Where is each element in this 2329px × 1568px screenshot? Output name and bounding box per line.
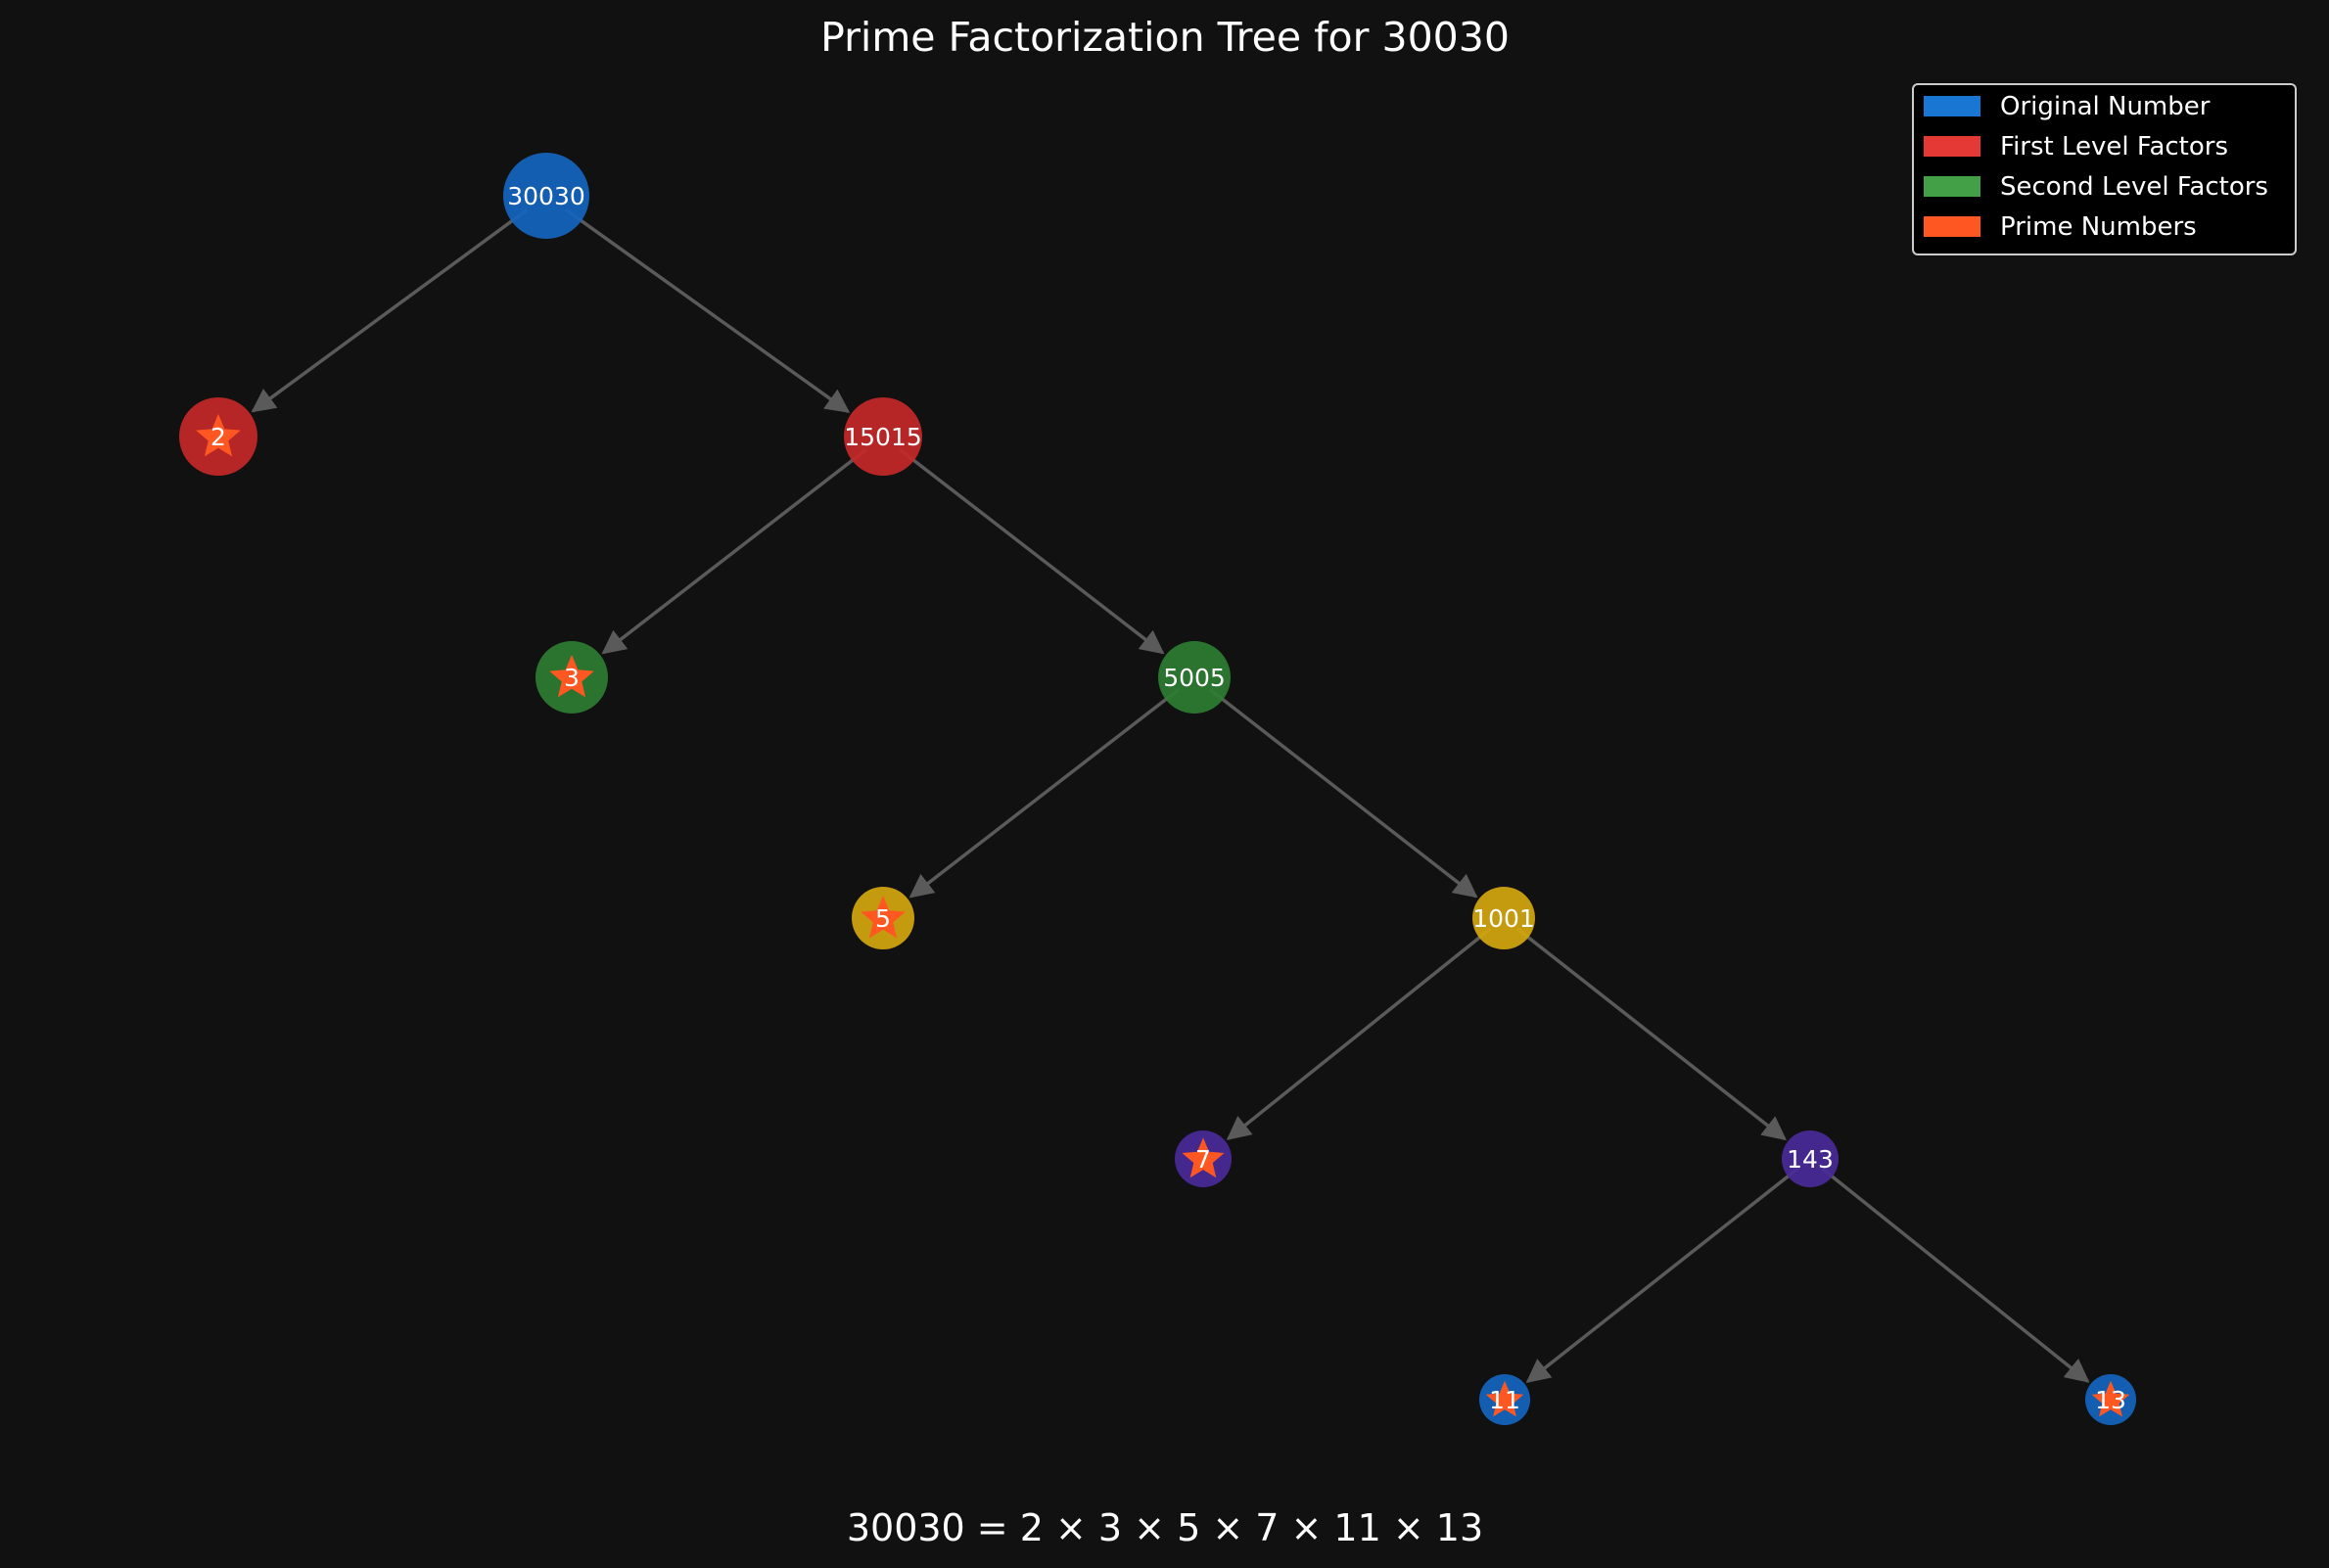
prime-star-icon [1485,1380,1524,1417]
node-label: 7 [1195,1145,1211,1174]
diagram-title: Prime Factorization Tree for 30030 [820,14,1510,61]
node-label: 13 [2095,1386,2126,1414]
legend-swatch [1924,136,1980,157]
node-label: 1001 [1472,904,1535,933]
node-3: 3 [536,641,608,714]
node-label: 30030 [507,182,585,210]
edge-15015-to-5005 [899,448,1165,655]
edge-1001-to-143 [1515,927,1787,1141]
prime-star-icon [1182,1137,1225,1178]
edge-30030-to-15015 [564,208,851,413]
legend: Original Number First Level Factors Second… [1912,83,2297,255]
prime-star-icon [549,655,594,698]
node-13: 13 [2085,1374,2136,1425]
node-label: 5005 [1163,664,1226,692]
legend-label: Prime Numbers [2000,212,2197,242]
node-label: 3 [564,664,580,692]
node-label: 143 [1787,1145,1834,1174]
node-circle [844,397,922,476]
node-circle [1782,1130,1839,1187]
legend-frame [1912,83,2297,255]
prime-star-icon [2091,1380,2130,1417]
node-2: 2 [179,397,257,476]
node-circle [1158,641,1231,714]
node-circle [503,153,589,239]
edge-5005-to-5 [908,688,1180,899]
node-circle [1472,887,1535,949]
node-label: 11 [1489,1386,1520,1414]
node-layer: 30030 2 15015 3 5005 5 1001 7 143 11 13 [179,153,2136,1425]
edge-143-to-13 [1821,1167,2090,1383]
node-label: 5 [875,904,891,933]
node-11: 11 [1479,1374,1530,1425]
legend-label: Second Level Factors [2000,172,2268,202]
edge-143-to-11 [1525,1167,1799,1383]
node-143: 143 [1782,1130,1839,1187]
edge-5005-to-1001 [1208,688,1478,899]
edge-30030-to-2 [251,208,529,413]
prime-star-icon [196,414,241,457]
legend-label: First Level Factors [2000,132,2228,161]
node-15015: 15015 [844,397,922,476]
legend-label: Original Number [2000,92,2211,121]
legend-swatch [1924,96,1980,116]
node-1001: 1001 [1472,887,1535,949]
edge-1001-to-7 [1226,927,1492,1140]
node-30030: 30030 [503,153,589,239]
node-5005: 5005 [1158,641,1231,714]
node-5: 5 [852,887,914,949]
node-label: 15015 [844,423,922,451]
legend-swatch [1924,216,1980,237]
legend-swatch [1924,176,1980,197]
node-label: 2 [210,423,226,451]
edge-15015-to-3 [601,448,867,655]
factorization-equation: 30030 = 2 × 3 × 5 × 7 × 11 × 13 [847,1506,1483,1549]
prime-star-icon [861,896,906,939]
edge-layer [251,208,2090,1383]
node-7: 7 [1175,1130,1232,1187]
